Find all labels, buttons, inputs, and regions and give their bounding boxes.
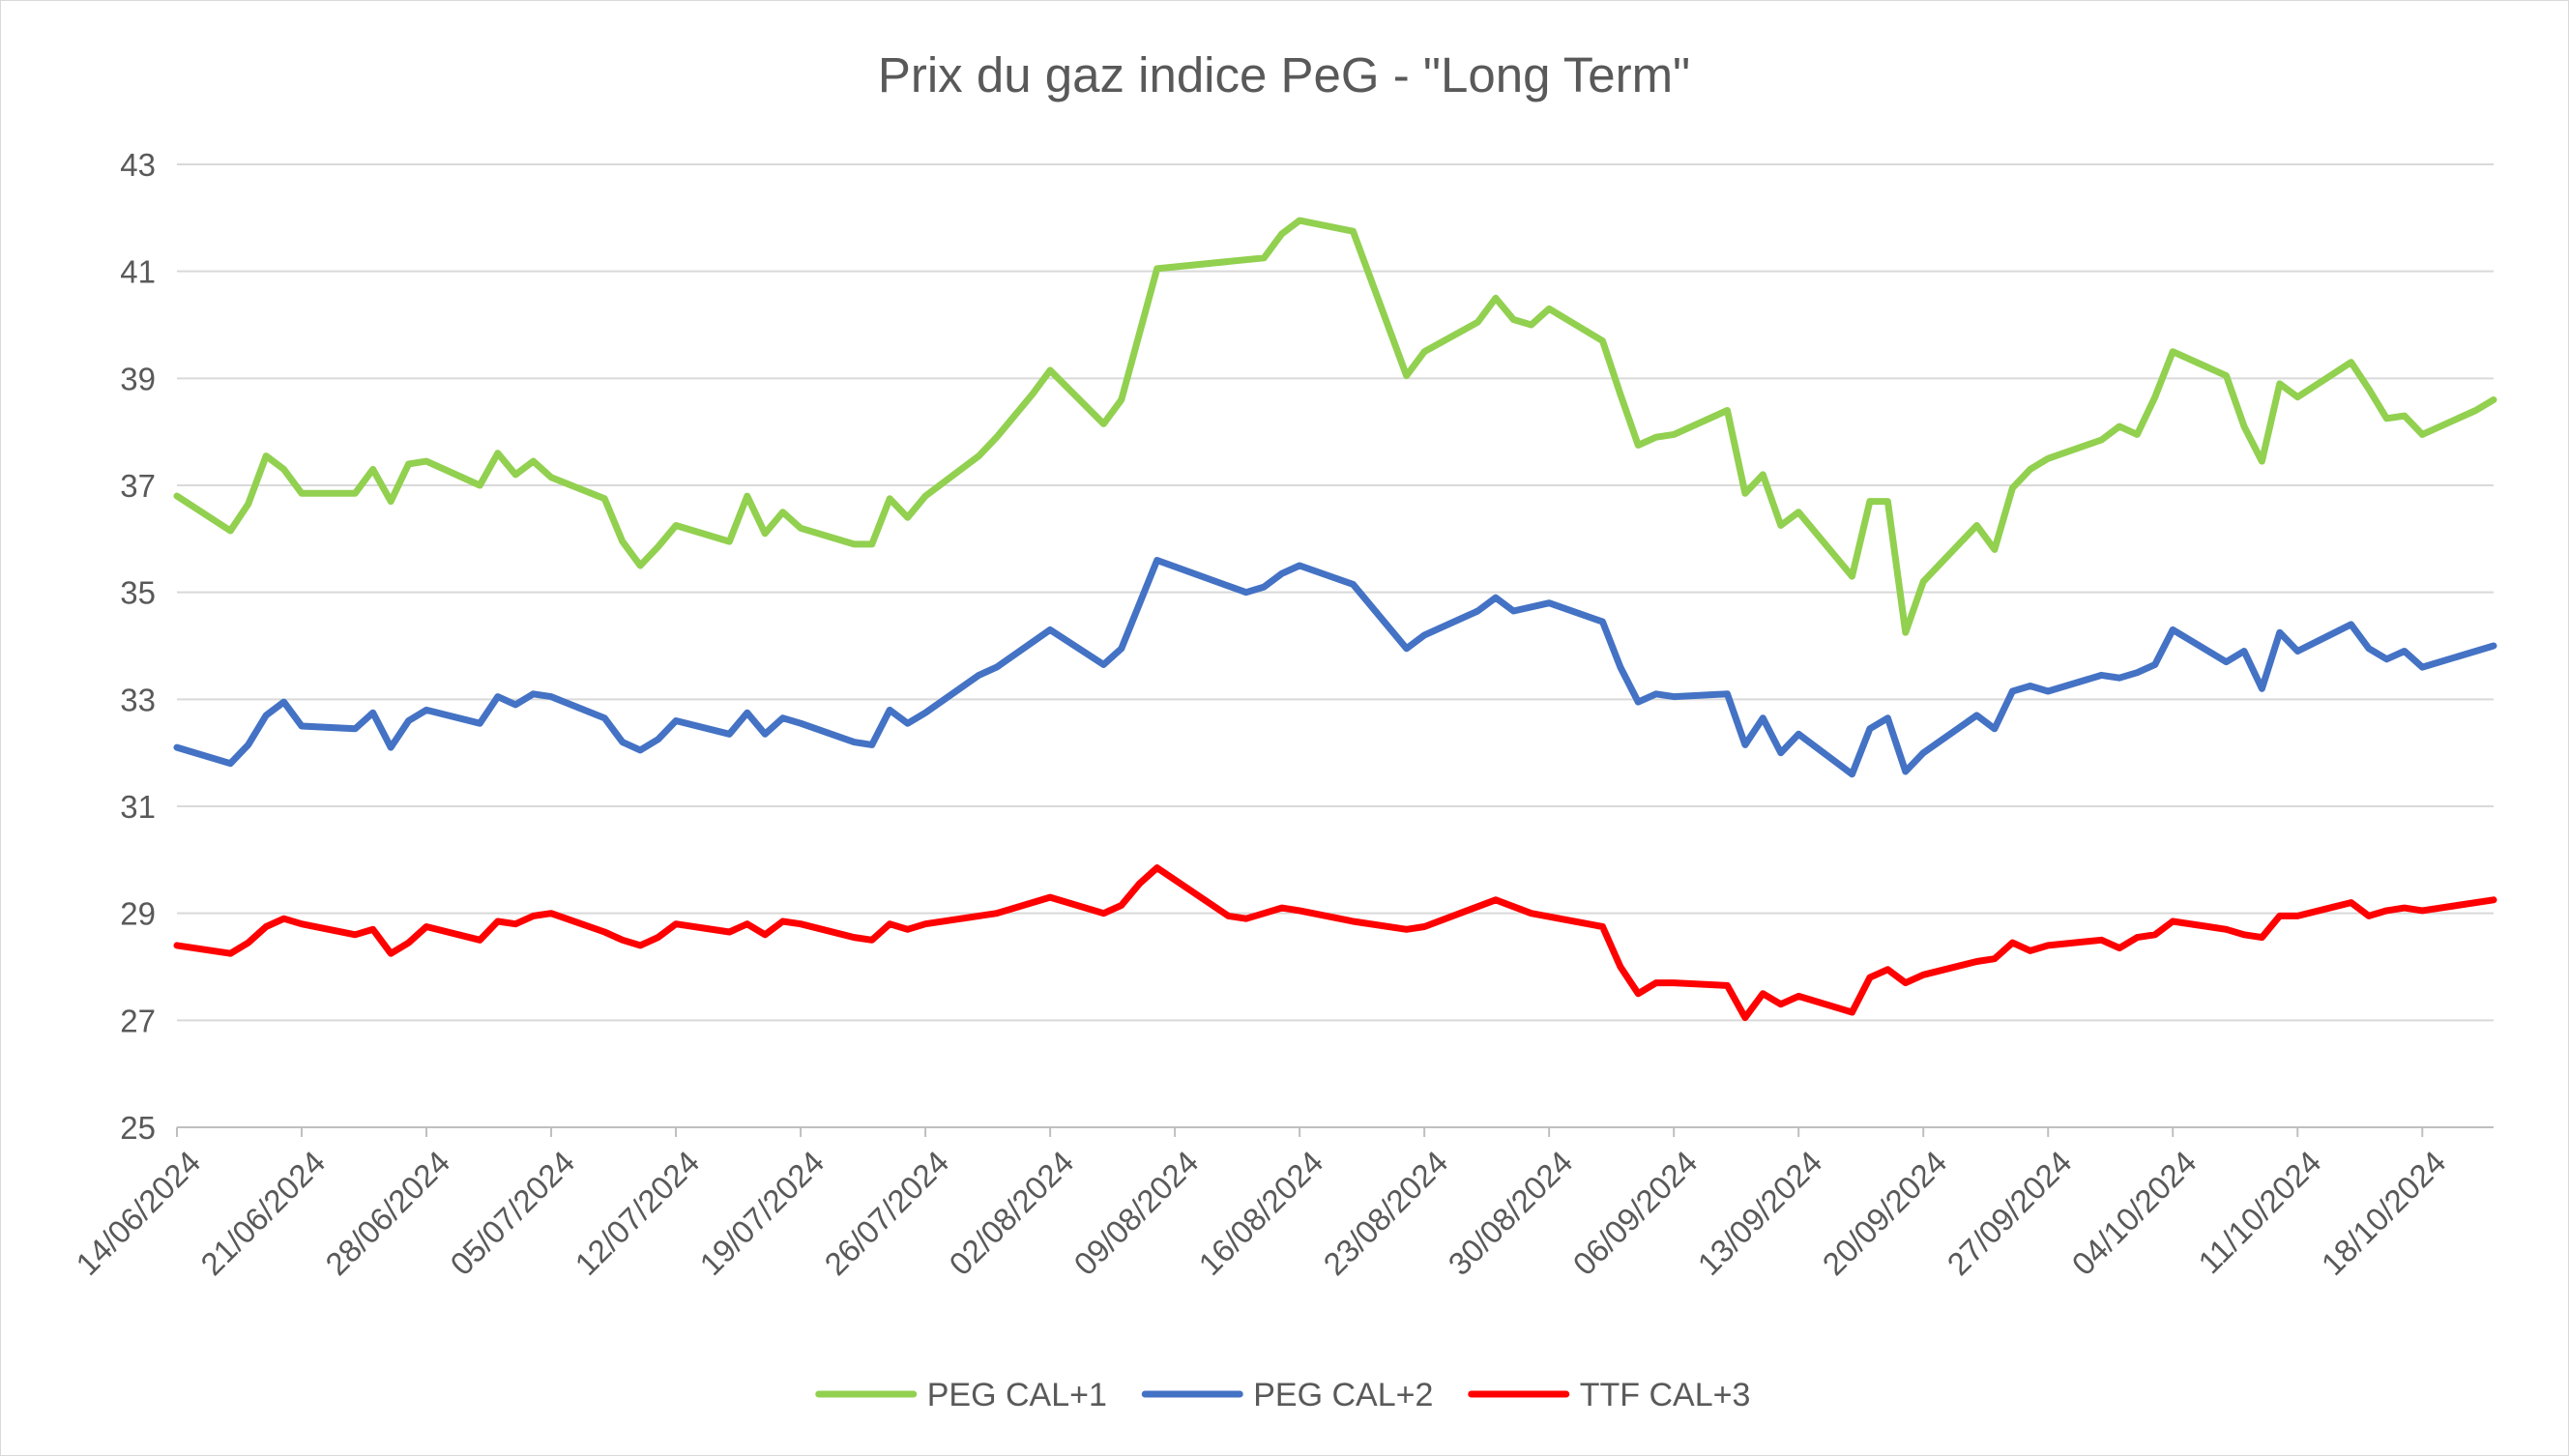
y-tick-label: 31 — [120, 789, 156, 825]
series-line-peg-cal-1 — [173, 217, 2497, 636]
x-tick-label: 23/08/2024 — [1316, 1144, 1454, 1282]
y-tick-label: 29 — [120, 896, 156, 932]
x-tick-label: 16/08/2024 — [1191, 1144, 1329, 1282]
x-tick-label: 19/07/2024 — [692, 1144, 831, 1282]
y-tick-label: 25 — [120, 1110, 156, 1146]
chart-title: Prix du gaz indice PeG - "Long Term" — [878, 47, 1690, 102]
y-tick-label: 37 — [120, 468, 156, 504]
y-axis: 25 27 29 31 33 35 37 39 41 43 — [120, 147, 156, 1146]
x-tick-label: 27/09/2024 — [1941, 1144, 2079, 1282]
legend-label: PEG CAL+2 — [1253, 1377, 1433, 1413]
y-tick-label: 27 — [120, 1003, 156, 1038]
x-tick-label: 02/08/2024 — [942, 1144, 1080, 1282]
legend-item: PEG CAL+2 — [1141, 1377, 1433, 1413]
y-tick-label: 33 — [120, 682, 156, 717]
legend-item: PEG CAL+1 — [815, 1377, 1107, 1413]
x-tick-label: 26/07/2024 — [817, 1144, 955, 1282]
legend-label: PEG CAL+1 — [927, 1377, 1107, 1413]
y-tick-label: 39 — [120, 361, 156, 396]
x-tick-label: 04/10/2024 — [2065, 1144, 2204, 1282]
x-axis: 14/06/202421/06/202428/06/202405/07/2024… — [69, 1126, 2494, 1282]
x-tick-label: 21/06/2024 — [193, 1144, 332, 1282]
legend: PEG CAL+1 PEG CAL+2 TTF CAL+3 — [815, 1377, 1751, 1413]
x-tick-label: 28/06/2024 — [318, 1144, 456, 1282]
y-tick-label: 35 — [120, 575, 156, 611]
x-tick-label: 30/08/2024 — [1441, 1144, 1579, 1282]
x-tick-label: 06/09/2024 — [1566, 1144, 1705, 1282]
x-tick-label: 09/08/2024 — [1066, 1144, 1205, 1282]
legend-label: TTF CAL+3 — [1580, 1377, 1751, 1413]
x-tick-label: 13/09/2024 — [1691, 1144, 1829, 1282]
y-tick-label: 43 — [120, 147, 156, 183]
series-lines — [173, 217, 2497, 1022]
x-tick-label: 18/10/2024 — [2315, 1144, 2453, 1282]
x-tick-label: 11/10/2024 — [2191, 1144, 2327, 1280]
x-tick-label: 20/09/2024 — [1816, 1144, 1954, 1282]
gridlines — [177, 163, 2494, 1022]
x-tick-label: 05/07/2024 — [443, 1144, 581, 1282]
y-tick-label: 41 — [120, 254, 156, 290]
x-tick-label: 12/07/2024 — [568, 1144, 706, 1282]
x-tick-label: 14/06/2024 — [69, 1144, 207, 1282]
legend-item: TTF CAL+3 — [1468, 1377, 1751, 1413]
series-line-peg-cal-2 — [173, 557, 2497, 778]
series-line-ttf-cal-3 — [173, 864, 2497, 1022]
